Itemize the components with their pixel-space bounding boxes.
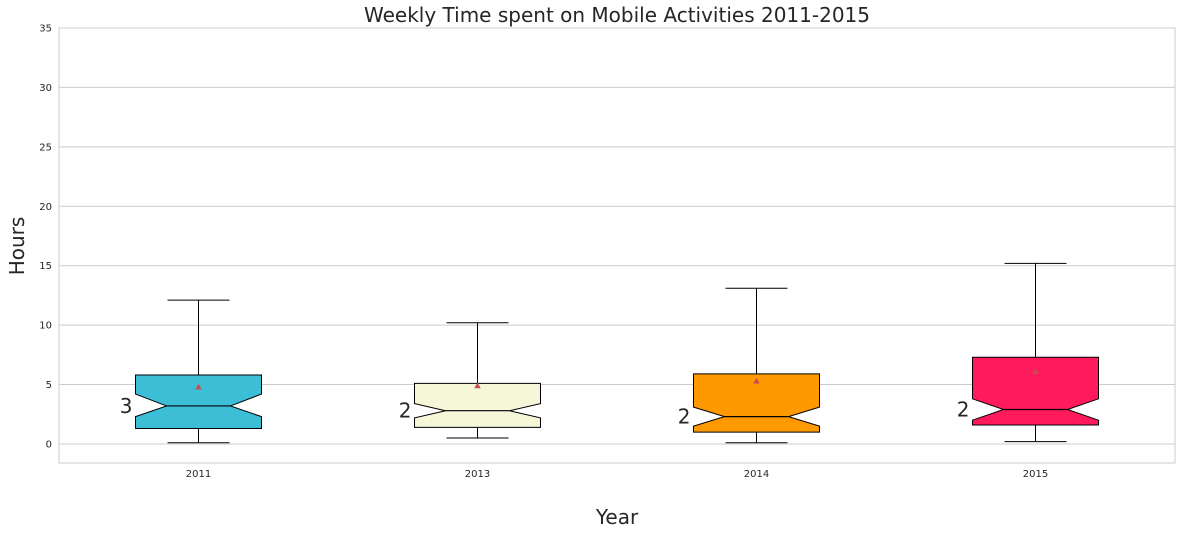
mean-marker: [474, 382, 481, 389]
y-tick-label: 5: [46, 380, 52, 391]
y-tick-labels: 0 5 10 15 20 25 30 35: [39, 24, 52, 451]
y-tick-label: 10: [39, 321, 52, 332]
notched-box: [414, 382, 541, 428]
chart-title: Weekly Time spent on Mobile Activities 2…: [364, 3, 870, 27]
y-tick-label: 25: [39, 142, 52, 153]
median-value-label: 2: [957, 398, 970, 422]
median-value-label: 2: [399, 399, 412, 423]
notched-box: [972, 356, 1099, 426]
y-tick-label: 35: [39, 24, 52, 35]
x-tick-labels: 2011 2013 2014 2015: [186, 469, 1048, 480]
median-labels: 3 2 2 2: [120, 394, 970, 429]
x-axis-title: Year: [595, 505, 639, 529]
y-tick-label: 30: [39, 83, 52, 94]
y-tick-label: 20: [39, 202, 52, 213]
notched-box: [135, 374, 262, 430]
x-tick-label: 2013: [465, 469, 490, 480]
plot-frame: [58, 27, 1176, 464]
mean-marker: [1032, 368, 1039, 375]
y-tick-label: 15: [39, 261, 52, 272]
x-tick-label: 2011: [186, 469, 211, 480]
x-tick-label: 2014: [744, 469, 769, 480]
y-axis-title: Hours: [5, 217, 29, 276]
box-series: [135, 262, 1099, 444]
mean-marker: [753, 377, 760, 384]
median-value-label: 2: [678, 405, 691, 429]
median-value-label: 3: [120, 394, 133, 418]
notched-box: [693, 373, 820, 433]
x-tick-label: 2015: [1023, 469, 1048, 480]
y-tick-label: 0: [46, 439, 52, 450]
mean-marker: [195, 383, 202, 390]
